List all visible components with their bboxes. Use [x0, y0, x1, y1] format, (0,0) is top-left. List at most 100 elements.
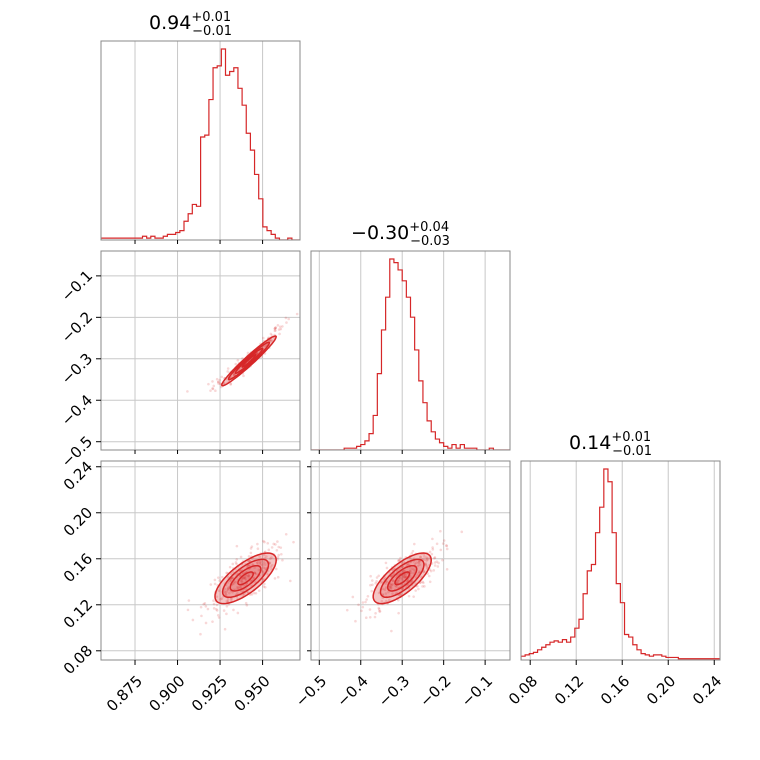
sample-point	[214, 389, 217, 393]
sample-point	[240, 589, 243, 593]
sample-point	[366, 594, 370, 598]
sample-point	[220, 375, 224, 379]
sample-point	[407, 594, 411, 598]
sample-point	[277, 553, 281, 557]
sample-point	[273, 327, 277, 330]
sample-point	[430, 552, 434, 556]
sample-point	[230, 572, 233, 576]
sample-point	[239, 574, 243, 577]
sample-point	[277, 328, 281, 331]
sample-point	[373, 615, 377, 619]
sample-point	[390, 574, 393, 578]
sample-point	[382, 577, 385, 581]
sample-point	[258, 561, 262, 565]
sample-point	[400, 587, 404, 591]
sample-point	[262, 585, 266, 588]
sample-point	[404, 585, 408, 588]
sample-point	[402, 560, 406, 564]
sample-point	[212, 599, 215, 602]
sample-point	[389, 586, 393, 589]
sample-point	[272, 542, 276, 546]
sample-point	[243, 577, 247, 580]
x-tick-label: −0.4	[333, 672, 371, 710]
sample-point	[345, 608, 349, 612]
contour-level	[379, 558, 425, 599]
sample-point	[378, 610, 382, 613]
sample-point	[384, 592, 388, 595]
sample-point	[377, 574, 381, 578]
sample-point	[375, 576, 379, 579]
sample-point	[269, 565, 273, 569]
contour-level	[221, 558, 270, 599]
sample-point	[445, 544, 448, 547]
sample-point	[236, 611, 240, 615]
sample-point	[397, 559, 400, 562]
sample-point	[368, 615, 372, 619]
sample-point	[244, 587, 248, 591]
sample-point	[357, 603, 360, 607]
sample-point	[250, 545, 254, 548]
title-minus: −0.03	[410, 234, 450, 249]
sample-point	[436, 565, 440, 568]
sample-point	[241, 357, 244, 360]
sample-point	[215, 603, 219, 607]
sample-point	[292, 540, 295, 544]
sample-point	[224, 591, 227, 594]
sample-point	[425, 557, 429, 560]
sample-point	[229, 579, 232, 583]
sample-point	[280, 552, 283, 556]
sample-point	[273, 577, 277, 580]
sample-point	[216, 380, 220, 384]
sample-point	[223, 587, 227, 591]
sample-point	[236, 358, 240, 362]
sample-point	[432, 569, 436, 572]
title-plus: +0.01	[191, 10, 231, 25]
sample-point	[401, 587, 405, 590]
y-tick-label: 0.08	[60, 642, 96, 678]
sample-point	[391, 573, 395, 576]
sample-point	[228, 565, 232, 569]
sample-point	[229, 383, 232, 386]
sample-point	[257, 568, 261, 572]
panel-frame	[310, 460, 511, 661]
sample-point	[279, 546, 283, 549]
sample-point	[433, 556, 436, 560]
sample-point	[274, 326, 277, 329]
sample-point	[257, 589, 261, 592]
sample-point	[405, 563, 409, 567]
x-tick-label: 0.20	[643, 672, 679, 708]
sample-point	[364, 616, 368, 620]
sample-point	[416, 564, 420, 568]
sample-point	[217, 382, 220, 385]
sample-point	[421, 585, 424, 588]
x-tick-label: −0.2	[416, 672, 454, 710]
sample-point	[278, 325, 282, 329]
histogram-step-line	[311, 258, 510, 450]
sample-point	[390, 629, 393, 633]
sample-point	[377, 591, 381, 595]
sample-point	[426, 558, 429, 561]
sample-point	[423, 555, 426, 558]
sample-point	[240, 579, 244, 582]
sample-point	[252, 591, 256, 595]
sample-point	[211, 387, 215, 391]
sample-point	[441, 558, 444, 562]
sample-point	[375, 579, 378, 583]
sample-point	[261, 336, 265, 340]
sample-point	[216, 380, 220, 384]
sample-point	[395, 585, 398, 588]
sample-point	[187, 599, 191, 602]
sample-point	[445, 568, 449, 571]
x-tick-label: 0.925	[188, 672, 231, 715]
sample-point	[220, 597, 224, 600]
sample-point	[401, 577, 404, 581]
sample-point	[422, 570, 426, 574]
sample-point	[259, 560, 263, 563]
sample-point	[261, 563, 265, 566]
sample-point	[389, 587, 393, 590]
sample-point	[230, 597, 233, 601]
sample-point	[403, 575, 407, 579]
sample-point	[222, 609, 226, 612]
sample-point	[273, 329, 277, 333]
sample-point	[207, 382, 210, 386]
